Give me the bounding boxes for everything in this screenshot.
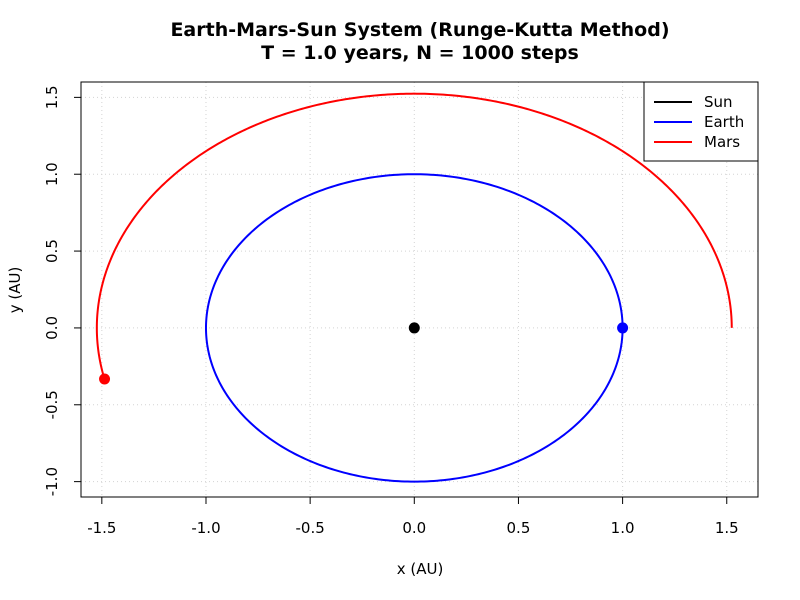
x-tick-label: -1.0 <box>191 519 220 537</box>
series-layer <box>95 92 733 483</box>
x-tick-label: 1.5 <box>715 519 739 537</box>
y-axis-label: y (AU) <box>6 267 24 314</box>
chart-title: Earth-Mars-Sun System (Runge-Kutta Metho… <box>170 19 669 41</box>
x-tick-label: -1.5 <box>87 519 116 537</box>
y-tick-label: 1.5 <box>43 85 61 109</box>
y-tick-label: 1.0 <box>43 162 61 186</box>
x-tick-label: 0.0 <box>402 519 426 537</box>
earth-orbit <box>204 173 624 483</box>
legend-label-earth: Earth <box>704 113 744 131</box>
x-axis-label: x (AU) <box>397 560 444 578</box>
y-tick-label: 0.5 <box>43 239 61 263</box>
x-tick-label: 0.5 <box>507 519 531 537</box>
legend: Sun Earth Mars <box>643 81 759 162</box>
mars-marker <box>99 373 111 385</box>
x-tick-label: -0.5 <box>295 519 324 537</box>
y-tick-label: 0.0 <box>43 316 61 340</box>
chart-subtitle: T = 1.0 years, N = 1000 steps <box>261 42 579 64</box>
y-tick-label: -0.5 <box>43 390 61 419</box>
x-tick-label: 1.0 <box>611 519 635 537</box>
y-tick-label: -1.0 <box>43 467 61 496</box>
legend-label-mars: Mars <box>704 133 740 151</box>
sun-marker <box>408 322 420 334</box>
legend-label-sun: Sun <box>704 93 733 111</box>
axes: -1.5 -1.0 -0.5 0.0 0.5 1.0 1.5 -1.0 -0.5 0.0 0.5 1.… <box>43 85 739 537</box>
mars-orbit <box>95 92 733 380</box>
earth-marker <box>617 322 629 334</box>
